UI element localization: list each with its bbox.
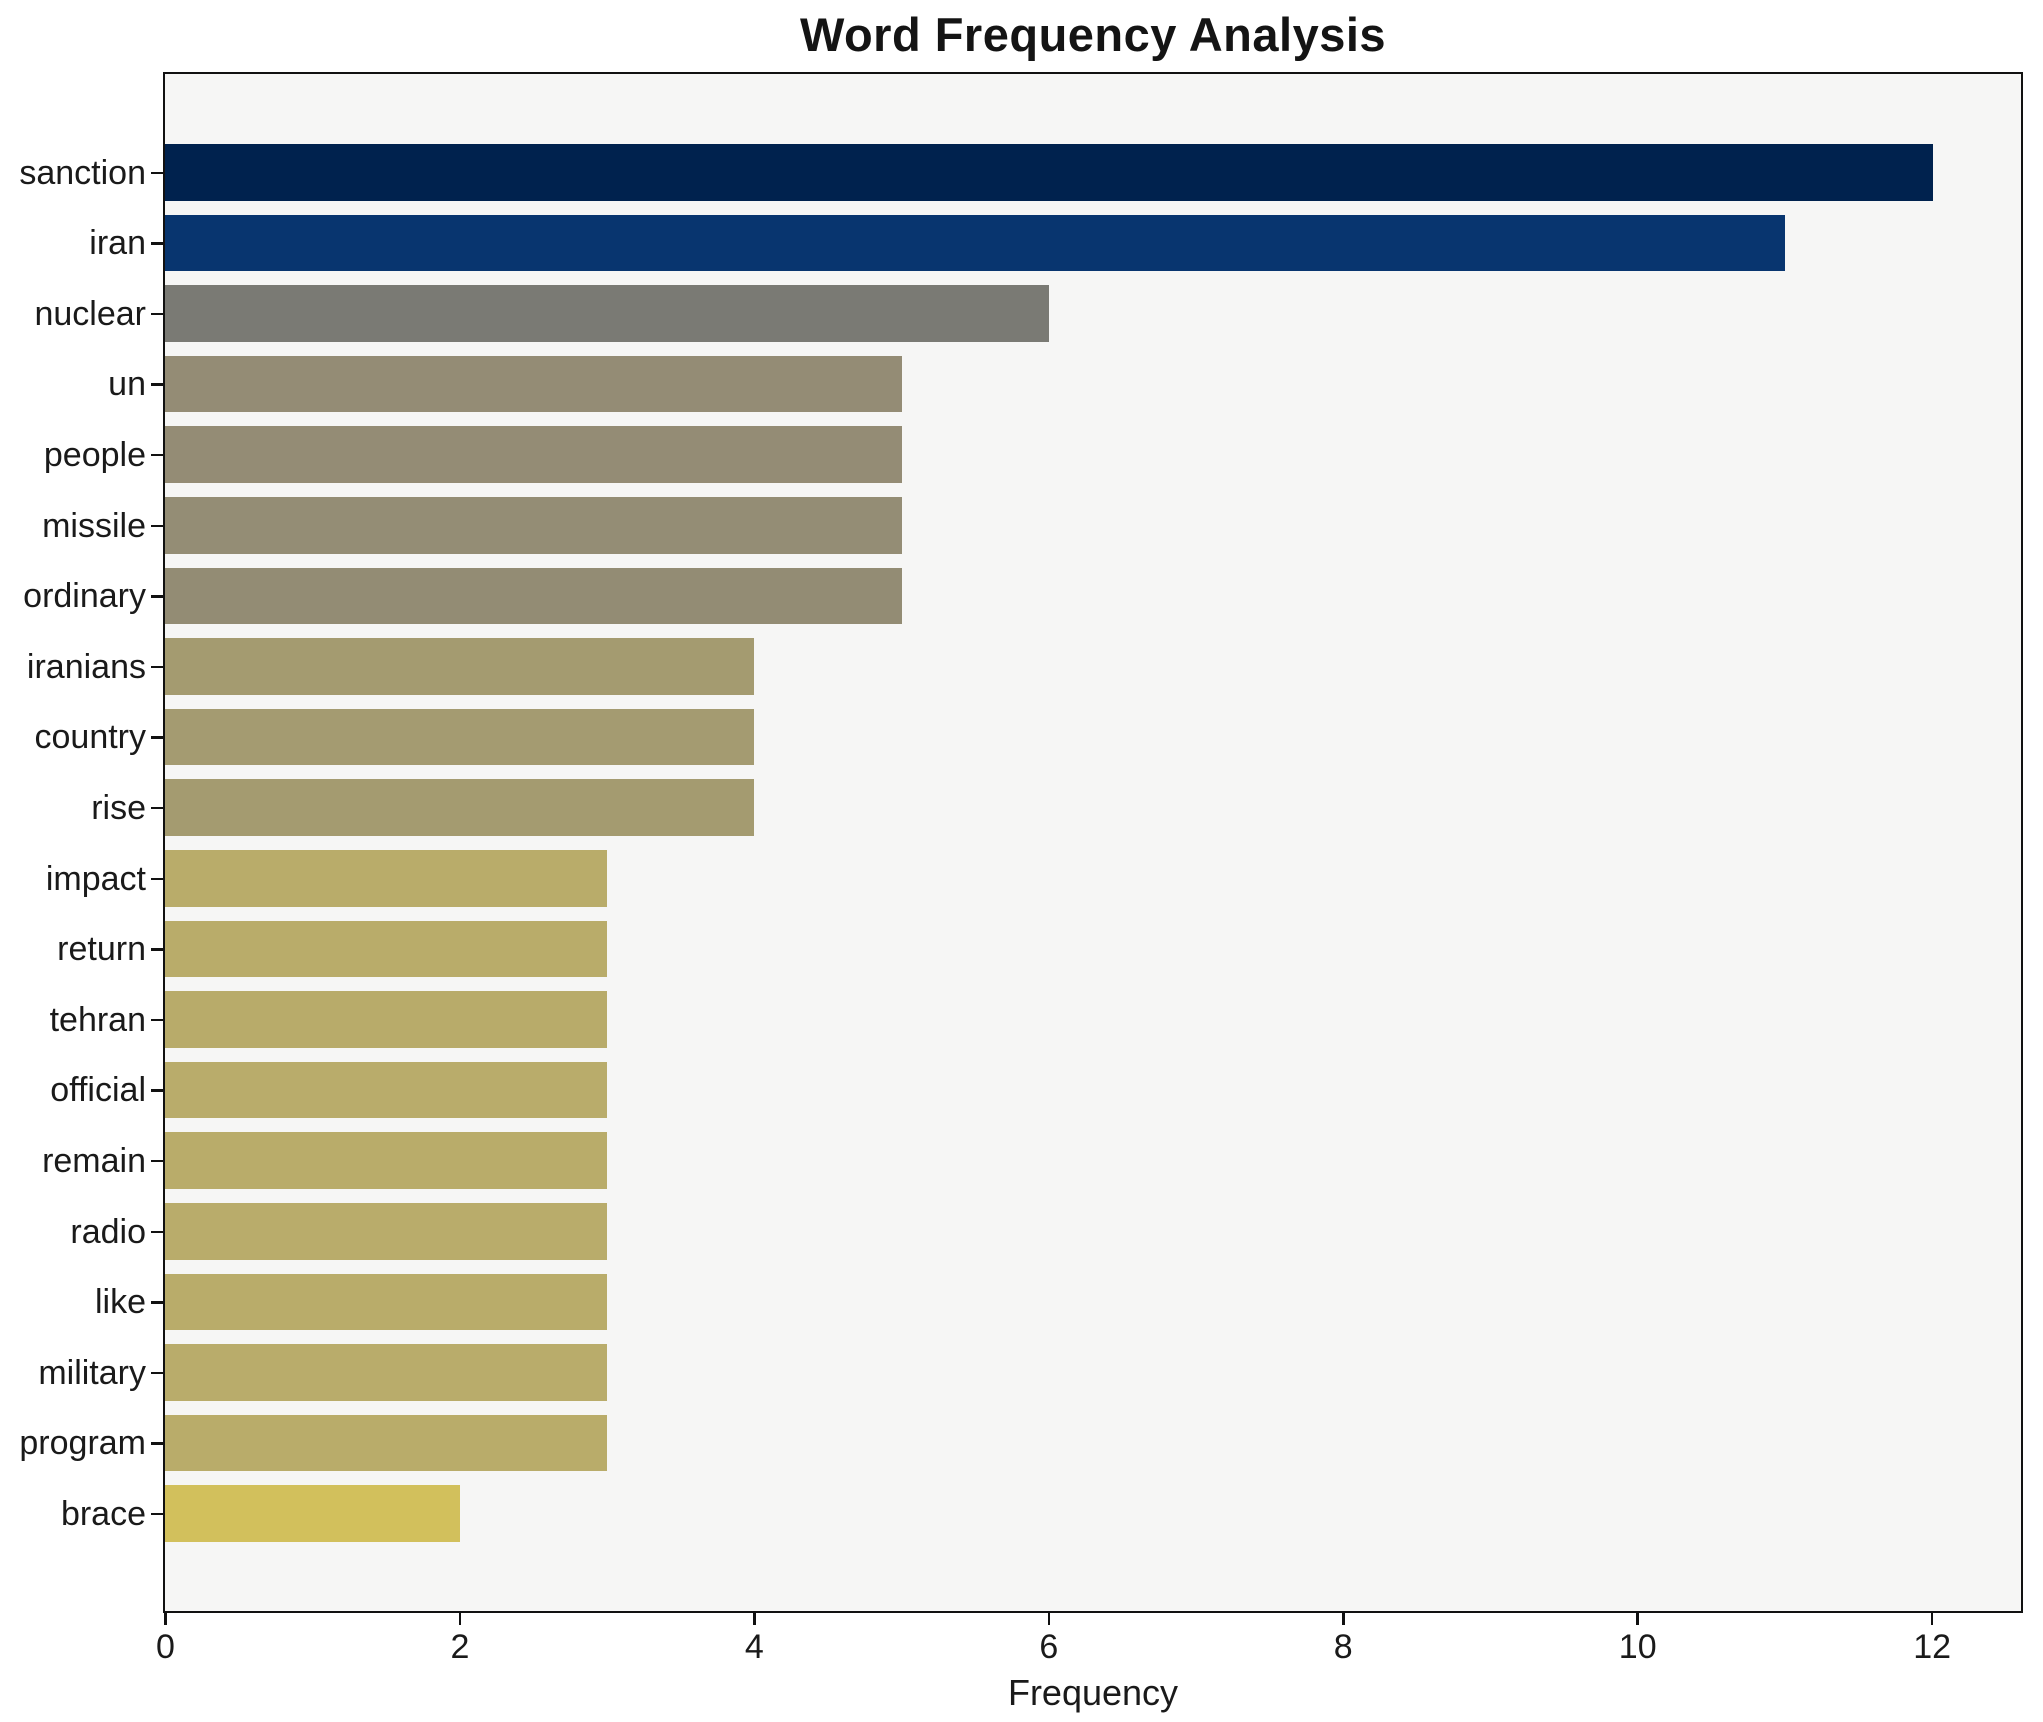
y-tick-mark	[151, 383, 163, 386]
y-tick-label-program: program	[19, 1424, 146, 1463]
y-tick-label-brace: brace	[60, 1494, 146, 1533]
x-tick-mark	[1342, 1613, 1345, 1625]
y-tick-label-impact: impact	[45, 859, 146, 898]
y-tick-mark	[151, 242, 163, 245]
bar-sanction	[165, 144, 1933, 201]
y-tick-mark	[151, 453, 163, 457]
x-tick-label-0: 0	[156, 1628, 175, 1666]
y-tick-mark	[151, 524, 163, 528]
x-tick-mark	[458, 1613, 462, 1625]
bar-missile	[165, 497, 902, 554]
bar-official	[165, 1061, 607, 1119]
y-tick-mark	[151, 1301, 163, 1304]
x-tick-label-8: 8	[1333, 1628, 1353, 1666]
y-tick-mark	[151, 1442, 163, 1445]
bar-iranians	[165, 638, 755, 695]
x-tick-mark	[164, 1613, 167, 1625]
bar-program	[165, 1414, 607, 1472]
chart-title: Word Frequency Analysis	[799, 8, 1387, 61]
y-tick-mark	[151, 948, 163, 951]
y-tick-label-sanction: sanction	[19, 153, 146, 192]
x-tick-label-4: 4	[744, 1628, 764, 1666]
bar-brace	[165, 1485, 460, 1542]
y-tick-mark	[151, 171, 163, 175]
bar-radio	[165, 1203, 607, 1260]
y-tick-label-country: country	[34, 718, 147, 757]
y-tick-label-rise: rise	[91, 788, 146, 827]
x-tick-label-6: 6	[1039, 1628, 1059, 1666]
bar-remain	[165, 1132, 607, 1189]
bar-tehran	[165, 991, 607, 1048]
bar-iran	[165, 214, 1786, 272]
y-tick-label-tehran: tehran	[49, 1000, 146, 1039]
bar-impact	[165, 850, 607, 907]
y-tick-label-iran: iran	[89, 224, 146, 263]
y-tick-mark	[151, 736, 163, 739]
y-tick-mark	[151, 1089, 163, 1092]
bar-military	[165, 1344, 607, 1401]
bar-un	[165, 355, 902, 413]
y-tick-mark	[151, 877, 163, 881]
bar-country	[165, 708, 755, 766]
y-tick-label-military: military	[38, 1353, 146, 1392]
y-tick-label-missile: missile	[42, 506, 146, 545]
y-tick-mark	[151, 1371, 163, 1375]
y-tick-mark	[151, 595, 163, 598]
y-tick-label-un: un	[108, 365, 146, 404]
y-tick-label-like: like	[94, 1283, 146, 1322]
x-tick-label-12: 12	[1913, 1628, 1952, 1666]
bar-people	[165, 426, 902, 483]
y-tick-mark	[151, 806, 163, 810]
x-tick-label-10: 10	[1618, 1628, 1657, 1666]
y-tick-mark	[151, 1159, 163, 1163]
bar-nuclear	[165, 285, 1049, 342]
y-tick-mark	[151, 1230, 163, 1234]
y-tick-mark	[151, 312, 163, 316]
y-tick-label-iranians: iranians	[26, 647, 146, 686]
bar-ordinary	[165, 567, 902, 625]
x-tick-mark	[1636, 1613, 1639, 1625]
y-tick-label-ordinary: ordinary	[23, 577, 146, 616]
y-tick-label-remain: remain	[42, 1141, 146, 1180]
y-tick-label-return: return	[57, 930, 146, 969]
y-tick-label-nuclear: nuclear	[34, 294, 146, 333]
x-tick-mark	[1047, 1613, 1051, 1625]
bar-return	[165, 920, 607, 978]
bar-rise	[165, 779, 755, 836]
plot-area	[163, 72, 2023, 1613]
x-axis-title: Frequency	[1007, 1672, 1179, 1713]
x-tick-mark	[1930, 1613, 1934, 1625]
bar-like	[165, 1273, 607, 1331]
y-tick-mark	[151, 1018, 163, 1022]
y-tick-label-people: people	[43, 435, 146, 474]
x-tick-mark	[753, 1613, 756, 1625]
y-tick-label-radio: radio	[70, 1212, 146, 1251]
y-tick-mark	[151, 665, 163, 669]
y-tick-mark	[151, 1512, 163, 1516]
x-tick-label-2: 2	[450, 1628, 470, 1666]
y-tick-label-official: official	[50, 1071, 146, 1110]
